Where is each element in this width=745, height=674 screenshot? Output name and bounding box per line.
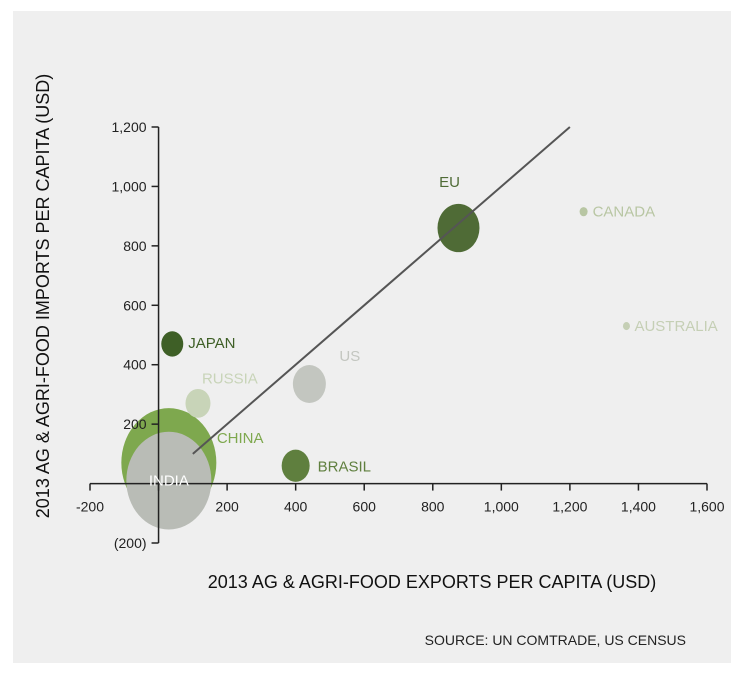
- bubble-labels: CHINA INDIA JAPAN RUSSIA US BRASIL EU CANADA AUS…: [149, 174, 718, 490]
- bubble-label-india: INDIA: [149, 473, 189, 490]
- bubbles: [121, 203, 630, 530]
- bubble-label-eu: EU: [439, 174, 460, 191]
- x-tick-label: 600: [353, 499, 377, 515]
- bubble-india: [126, 431, 212, 530]
- bubble-label-japan: JAPAN: [188, 335, 235, 352]
- y-tick-label: 400: [123, 357, 147, 373]
- trendline-layer: [192, 126, 571, 455]
- trendline: [192, 126, 571, 455]
- bubble-label-us: US: [339, 348, 360, 365]
- y-tick-label: 800: [123, 238, 147, 254]
- bubble-brasil: [281, 449, 310, 482]
- chart-background: [13, 11, 731, 663]
- x-tick-label: 1,000: [484, 499, 519, 515]
- bubble-australia: [622, 322, 630, 331]
- x-tick-label: 1,200: [552, 499, 587, 515]
- x-tick-label: 1,600: [689, 499, 724, 515]
- y-tick-label: 200: [123, 416, 147, 432]
- x-tick-label: -200: [76, 499, 104, 515]
- x-tick-label: 400: [284, 499, 308, 515]
- axes: -200 200 400 600 800 1,000 1,200 1,400 1,600 (200…: [76, 119, 725, 551]
- bubble-canada: [579, 207, 588, 217]
- y-tick-label: (200): [114, 535, 147, 551]
- x-tick-label: 1,400: [621, 499, 656, 515]
- x-axis-title: 2013 AG & AGRI-FOOD EXPORTS PER CAPITA (…: [208, 572, 656, 592]
- bubble-japan: [161, 331, 184, 357]
- y-axis-title: 2013 AG & AGRI-FOOD IMPORTS PER CAPITA (…: [33, 74, 53, 518]
- y-tick-label: 1,000: [112, 178, 147, 194]
- source-note: SOURCE: UN COMTRADE, US CENSUS: [425, 632, 686, 648]
- bubble-label-russia: RUSSIA: [202, 370, 258, 387]
- bubble-label-canada: CANADA: [593, 204, 656, 221]
- bubble-label-australia: AUSTRALIA: [634, 318, 717, 335]
- x-tick-label: 800: [421, 499, 445, 515]
- bubble-us: [292, 365, 326, 404]
- y-tick-label: 600: [123, 297, 147, 313]
- bubble-label-brasil: BRASIL: [318, 459, 371, 476]
- bubble-russia: [185, 388, 211, 418]
- y-tick-label: 1,200: [112, 119, 147, 135]
- x-tick-label: 200: [215, 499, 239, 515]
- bubble-label-china: CHINA: [217, 430, 264, 447]
- bubble-eu: [437, 203, 480, 253]
